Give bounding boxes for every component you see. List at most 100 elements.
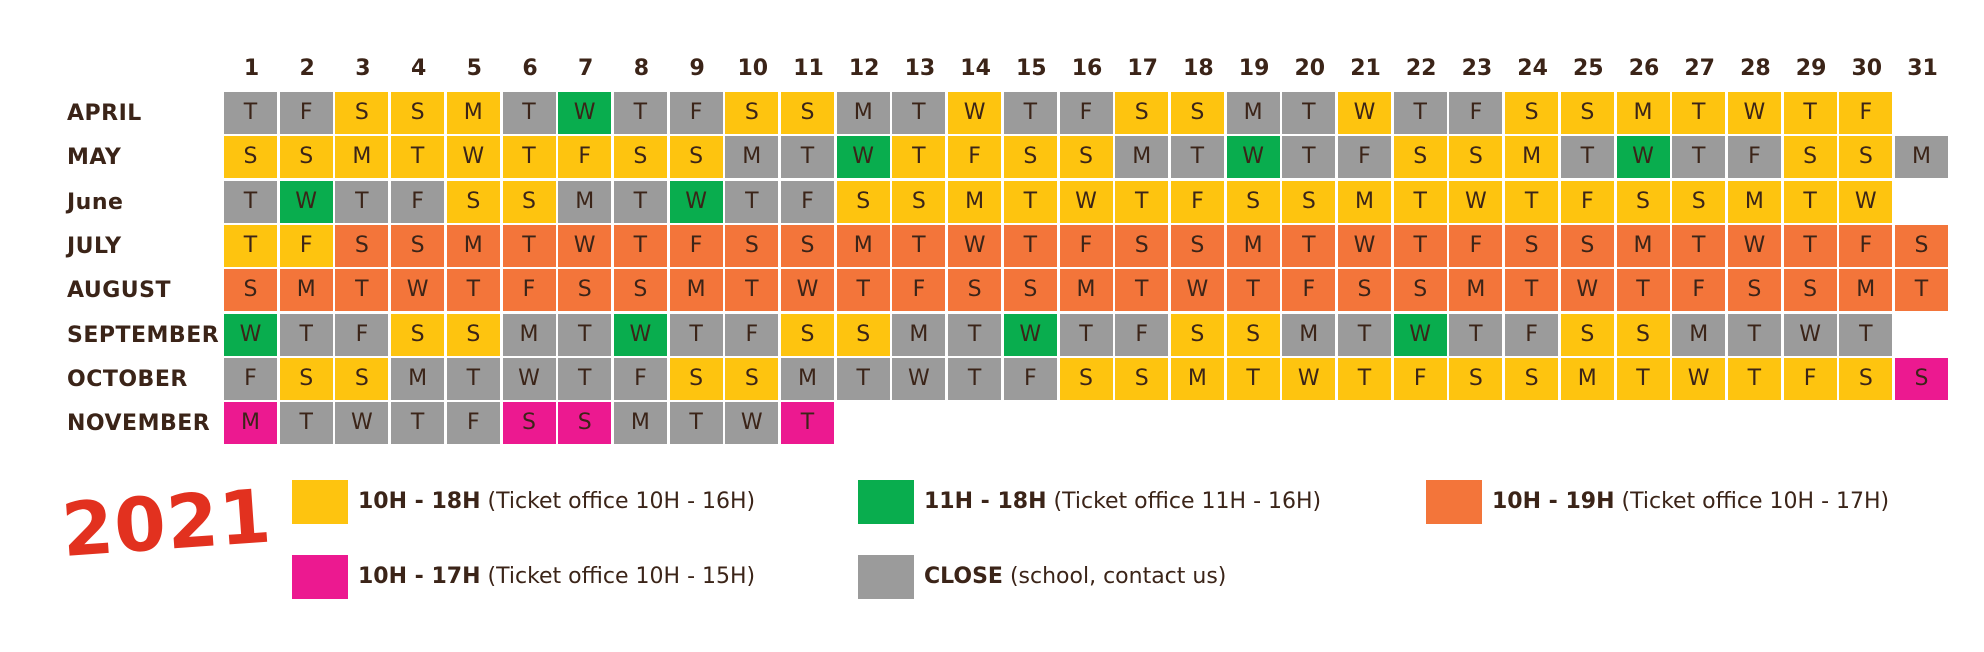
- day-cell: F: [1727, 136, 1781, 179]
- day-cell: F: [1003, 357, 1057, 400]
- day-cell: F: [224, 357, 277, 400]
- day-cell: F: [1839, 224, 1893, 267]
- day-cell: T: [335, 180, 389, 223]
- day-cell: T: [1338, 357, 1391, 400]
- day-cell: T: [1393, 92, 1447, 134]
- day-cell: S: [279, 357, 333, 400]
- day-cell: T: [1393, 224, 1447, 267]
- day-cell: W: [1170, 269, 1224, 312]
- legend-detail: (Ticket office 11H - 16H): [1053, 489, 1322, 514]
- month-label: JULY: [67, 233, 122, 259]
- legend-text: CLOSE (school, contact us): [924, 555, 1226, 599]
- day-cell: T: [1505, 180, 1559, 223]
- day-cell: T: [1170, 136, 1224, 179]
- day-cell: F: [279, 224, 333, 267]
- month-label: MAY: [67, 145, 122, 171]
- day-cell: F: [669, 92, 723, 134]
- day-cell: T: [1003, 92, 1057, 134]
- legend-swatch: [292, 555, 348, 599]
- day-number: 12: [848, 56, 880, 81]
- day-cell: W: [1226, 136, 1280, 179]
- day-number: 24: [1517, 56, 1548, 81]
- day-cell: S: [613, 136, 667, 179]
- day-cell: F: [1338, 136, 1391, 179]
- day-cell: M: [836, 224, 890, 267]
- day-number: 23: [1461, 56, 1493, 81]
- day-cell: W: [1672, 357, 1726, 400]
- day-cell: S: [558, 269, 612, 312]
- day-cell: S: [1115, 224, 1169, 267]
- day-cell: F: [669, 224, 723, 267]
- day-cell: M: [1727, 180, 1781, 223]
- day-cell: T: [279, 402, 333, 445]
- day-number: 9: [689, 56, 705, 81]
- day-cell: T: [1560, 136, 1614, 179]
- day-number: 6: [522, 56, 538, 81]
- day-cell: M: [725, 136, 779, 179]
- day-number: 8: [633, 56, 650, 81]
- day-cell: S: [224, 269, 277, 312]
- day-cell: T: [446, 357, 500, 400]
- month-label: June: [67, 189, 124, 215]
- day-cell: S: [335, 224, 389, 267]
- day-cell: F: [446, 402, 500, 445]
- day-cell: S: [1449, 357, 1503, 400]
- day-cell: T: [613, 224, 667, 267]
- day-cell: W: [781, 269, 834, 312]
- day-cell: T: [613, 92, 667, 134]
- day-cell: M: [1170, 357, 1224, 400]
- day-cell: S: [781, 313, 834, 356]
- day-cell: T: [669, 313, 723, 356]
- day-cell: S: [1282, 180, 1336, 223]
- day-cell: S: [1059, 357, 1113, 400]
- day-cell: T: [558, 357, 612, 400]
- day-cell: S: [1839, 136, 1893, 179]
- day-cell: T: [1226, 357, 1280, 400]
- day-cell: W: [335, 402, 389, 445]
- day-cell: F: [279, 92, 333, 134]
- day-cell: W: [1727, 224, 1781, 267]
- day-cell: T: [1727, 313, 1781, 356]
- day-cell: S: [613, 269, 667, 312]
- day-number: 30: [1851, 56, 1883, 81]
- day-cell: T: [1505, 269, 1559, 312]
- month-label: APRIL: [67, 101, 142, 126]
- day-cell: M: [1616, 224, 1670, 267]
- day-cell: S: [1393, 136, 1447, 179]
- day-cell: M: [613, 402, 667, 445]
- day-number: 25: [1572, 56, 1604, 81]
- day-cell: S: [669, 357, 723, 400]
- day-cell: T: [1338, 313, 1391, 356]
- day-cell: F: [335, 313, 389, 356]
- legend-text: 10H - 18H (Ticket office 10H - 16H): [358, 480, 755, 524]
- day-cell: M: [446, 224, 500, 267]
- day-number: 29: [1795, 56, 1827, 81]
- day-cell: T: [391, 136, 445, 179]
- day-cell: T: [224, 180, 277, 223]
- day-cell: W: [1783, 313, 1837, 356]
- day-cell: S: [1783, 136, 1837, 179]
- day-cell: M: [669, 269, 723, 312]
- day-cell: F: [613, 357, 667, 400]
- day-cell: S: [1226, 180, 1280, 223]
- day-cell: S: [781, 92, 834, 134]
- day-cell: M: [1895, 136, 1948, 179]
- month-label: OCTOBER: [67, 366, 188, 392]
- legend-text: 11H - 18H (Ticket office 11H - 16H): [924, 480, 1321, 524]
- day-number: 4: [410, 56, 427, 81]
- day-cell: W: [892, 357, 946, 400]
- legend-detail: (school, contact us): [1009, 564, 1227, 589]
- day-cell: F: [1560, 180, 1614, 223]
- day-cell: S: [446, 180, 500, 223]
- day-cell: S: [1338, 269, 1391, 312]
- day-cell: S: [836, 180, 890, 223]
- day-cell: S: [1003, 269, 1057, 312]
- day-cell: F: [1783, 357, 1837, 400]
- day-cell: T: [1115, 180, 1169, 223]
- day-cell: M: [1616, 92, 1670, 134]
- day-cell: F: [391, 180, 445, 223]
- day-cell: W: [558, 224, 612, 267]
- day-cell: T: [669, 402, 723, 445]
- day-cell: M: [1505, 136, 1559, 179]
- day-cell: S: [1449, 136, 1503, 179]
